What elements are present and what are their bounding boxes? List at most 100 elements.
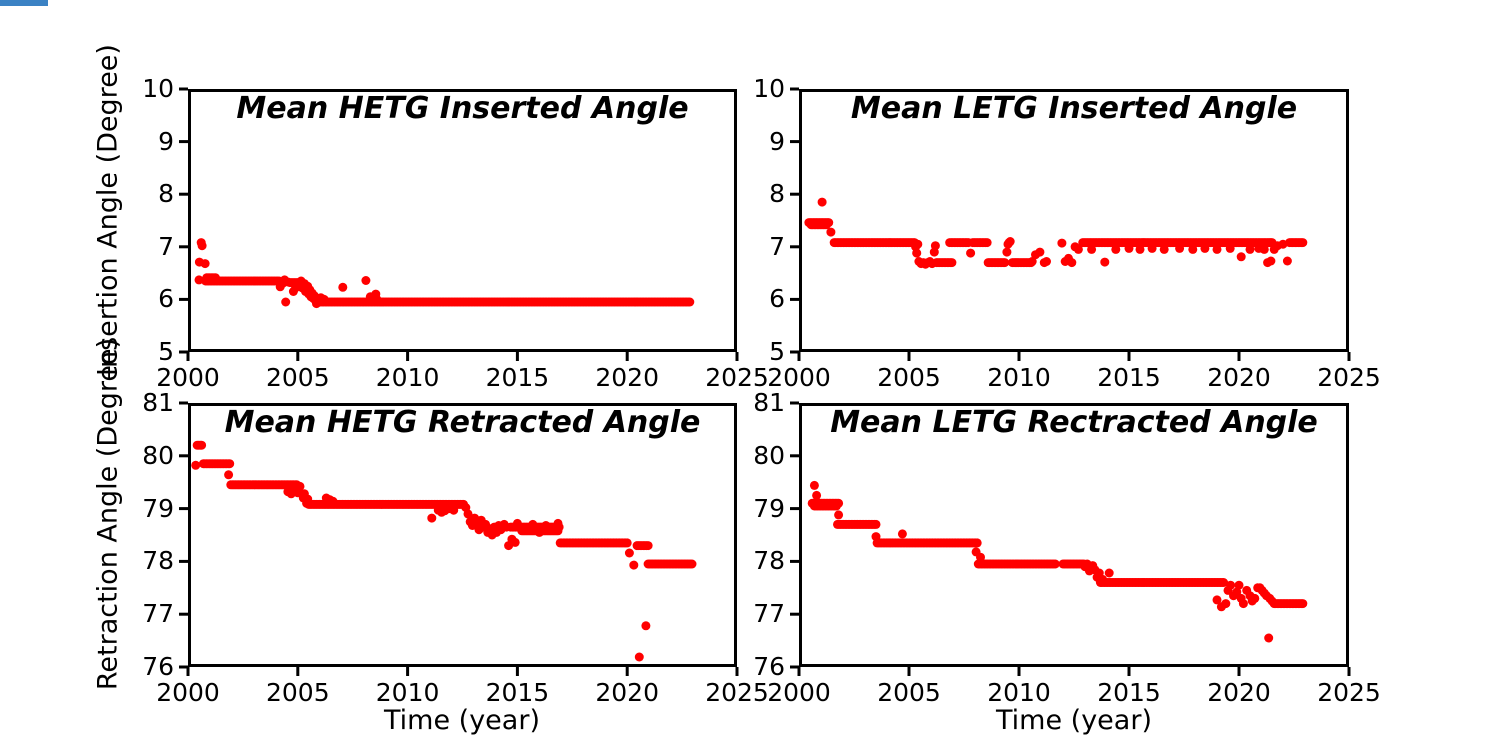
data-point <box>1135 244 1145 254</box>
data-point <box>927 259 937 269</box>
data-point <box>1266 256 1276 266</box>
plot-hetg-inserted: Mean HETG Inserted Angle 2000 2005 2010 201… <box>142 74 769 392</box>
data-point <box>1098 574 1108 584</box>
data-point <box>641 621 651 631</box>
data-point <box>427 513 437 523</box>
y-tick-label: 5 <box>158 337 174 366</box>
data-point <box>1278 239 1288 249</box>
y-tick-label: 10 <box>142 74 174 103</box>
x-tick-label: 2005 <box>877 363 941 392</box>
y-tick-label: 10 <box>753 74 785 103</box>
data-point <box>328 496 338 506</box>
data-point <box>1238 599 1248 609</box>
data-point <box>1236 252 1246 262</box>
data-point <box>831 501 841 511</box>
data-point <box>283 277 293 287</box>
x-tick-label: 2000 <box>767 678 831 707</box>
data-point <box>871 519 881 529</box>
scatter-canvas-letg-retracted <box>790 401 1351 676</box>
data-point <box>826 227 836 237</box>
y-tick-label: 9 <box>769 126 785 156</box>
y-tick-label: 80 <box>142 440 174 470</box>
x-tick-label: 2025 <box>705 363 769 392</box>
data-point <box>528 519 538 529</box>
data-point <box>624 548 634 558</box>
data-point <box>1111 244 1121 254</box>
y-tick-label: 77 <box>142 599 174 629</box>
y-tick-label: 79 <box>753 493 785 523</box>
x-axis-label-right: Time (year) <box>996 705 1152 736</box>
corner-accent-mark <box>0 0 48 6</box>
data-point <box>1067 258 1077 268</box>
axes-frame <box>188 89 737 352</box>
data-point <box>634 652 644 662</box>
x-tick-label: 2025 <box>705 678 769 707</box>
data-point <box>1212 595 1222 605</box>
y-tick-label: 76 <box>753 652 785 681</box>
data-point <box>966 248 976 258</box>
x-tick-label: 2020 <box>1207 678 1271 707</box>
x-tick-label: 2025 <box>1317 363 1381 392</box>
data-point <box>1147 243 1157 253</box>
data-point <box>281 297 291 307</box>
tick-marks <box>179 87 739 361</box>
y-tick-label: 9 <box>158 126 174 156</box>
y-tick-label: 76 <box>142 652 174 681</box>
plot-letg-retracted: Mean LETG Rectracted Angle 2000 2005 2010 2… <box>753 388 1381 707</box>
x-tick-label: 2005 <box>877 678 941 707</box>
data-point <box>225 459 235 469</box>
scatter-series <box>807 480 1308 643</box>
scatter-canvas-hetg-retracted <box>179 401 739 676</box>
data-point <box>372 294 382 304</box>
data-point <box>1159 244 1169 254</box>
data-point <box>897 529 907 539</box>
x-tick-label: 2015 <box>1097 678 1161 707</box>
x-tick-label: 2000 <box>156 363 220 392</box>
data-point <box>338 282 348 292</box>
data-point <box>1002 247 1012 257</box>
data-point <box>361 276 371 285</box>
data-point <box>197 241 207 251</box>
x-tick-label: 2000 <box>767 363 831 392</box>
data-point <box>1282 256 1292 266</box>
y-tick-label: 5 <box>769 337 785 366</box>
data-point <box>812 490 822 500</box>
x-tick-label: 2015 <box>485 678 550 707</box>
scatter-canvas-hetg-inserted <box>179 87 739 361</box>
data-point <box>553 518 563 528</box>
scatter-series <box>191 440 697 662</box>
data-point <box>1245 244 1255 254</box>
data-point <box>687 559 697 569</box>
data-point <box>1234 580 1244 590</box>
data-point <box>976 552 985 562</box>
y-tick-label: 80 <box>753 440 785 470</box>
y-tick-label: 8 <box>769 179 785 209</box>
x-tick-label: 2025 <box>1317 678 1381 707</box>
data-point <box>501 522 511 532</box>
y-tick-label: 78 <box>142 546 174 576</box>
data-point <box>463 509 473 519</box>
tick-marks <box>179 401 739 676</box>
axes-frame <box>799 89 1349 352</box>
data-point <box>629 560 639 570</box>
data-point <box>1050 559 1060 569</box>
plot-letg-inserted: Mean LETG Inserted Angle 2000 2005 2010 201… <box>753 74 1381 392</box>
x-tick-label: 2020 <box>595 363 659 392</box>
y-tick-label: 78 <box>753 546 785 576</box>
data-point <box>1073 244 1083 254</box>
data-point <box>1104 568 1114 578</box>
data-point <box>1100 257 1110 267</box>
data-point <box>534 527 544 537</box>
x-tick-label: 2010 <box>987 678 1051 707</box>
data-point <box>947 258 957 268</box>
data-point <box>1264 633 1274 643</box>
scatter-series <box>194 238 695 309</box>
data-point <box>197 440 207 450</box>
data-point <box>1250 593 1260 603</box>
y-tick-label: 79 <box>142 493 174 523</box>
data-point <box>295 481 305 491</box>
data-point <box>1259 244 1269 254</box>
x-tick-label: 2010 <box>987 363 1051 392</box>
data-point <box>200 259 210 269</box>
x-tick-label: 2020 <box>1207 363 1271 392</box>
